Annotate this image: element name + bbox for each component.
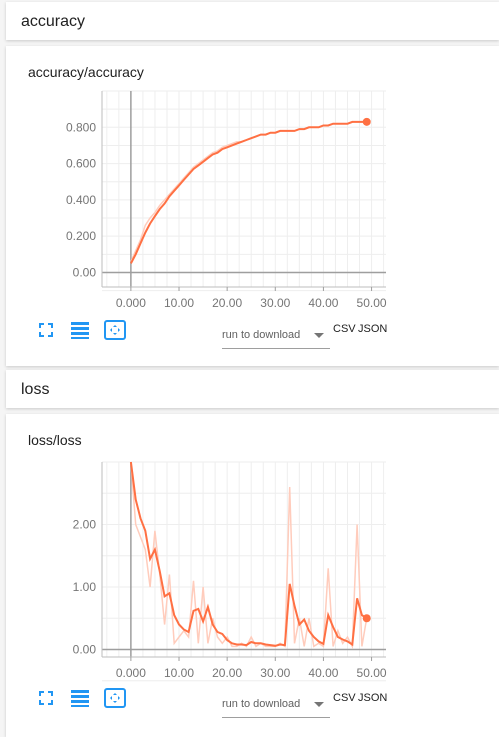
grid [102, 90, 386, 292]
run-to-download-select[interactable]: run to download [222, 326, 330, 349]
section-title: accuracy [21, 13, 86, 30]
y-tick-label: 1.00 [73, 580, 97, 594]
raw-series-line [130, 461, 368, 650]
y-tick-label: 2.00 [73, 518, 97, 532]
chart-card-accuracy: accuracy/accuracy 0.000 10.00 20.00 30.00 40… [6, 46, 499, 366]
grid [102, 461, 386, 682]
last-point-marker [362, 614, 371, 623]
x-tick-label: 0.000 [116, 666, 146, 680]
y-tick-label: 0.600 [66, 157, 96, 171]
fullscreen-icon[interactable] [34, 686, 58, 710]
chevron-down-icon [314, 702, 324, 707]
smoothed-series-line [130, 120, 367, 264]
x-tick-label: 40.00 [308, 666, 338, 680]
section-header-loss[interactable]: loss [6, 370, 499, 408]
fit-domain-icon[interactable] [103, 686, 127, 710]
y-tick-label: 0.400 [66, 193, 96, 207]
fit-domain-icon[interactable] [103, 318, 127, 342]
x-tick-label: 30.00 [260, 666, 290, 680]
x-tick-label: 50.00 [357, 666, 387, 680]
loss-chart[interactable]: 0.000 10.00 20.00 30.00 40.00 50.00 0.00 1.00 2.… [6, 414, 499, 737]
run-to-download-select[interactable]: run to download [222, 695, 330, 718]
csv-download-link[interactable]: CSV [333, 692, 356, 704]
toggle-y-log-icon[interactable] [68, 318, 92, 342]
y-tick-label: 0.00 [73, 265, 97, 279]
fullscreen-icon[interactable] [34, 318, 58, 342]
last-point-marker [362, 117, 371, 126]
chart-card-loss: loss/loss 0.000 10.00 20.00 30.00 40.00 50.00… [6, 414, 499, 737]
y-tick-label: 0.00 [73, 643, 97, 657]
raw-series-line [130, 121, 367, 262]
csv-download-link[interactable]: CSV [333, 323, 356, 335]
section-title: loss [21, 381, 50, 398]
x-tick-label: 20.00 [212, 296, 242, 310]
card-title: loss/loss [28, 432, 82, 448]
x-tick-label: 0.000 [116, 296, 146, 310]
smoothed-series-line [129, 461, 368, 647]
x-tick-label: 10.00 [164, 666, 194, 680]
chevron-down-icon [314, 333, 324, 338]
y-tick-label: 0.200 [66, 229, 96, 243]
x-tick-label: 20.00 [212, 666, 242, 680]
json-download-link[interactable]: JSON [358, 323, 388, 335]
accuracy-chart[interactable]: 0.000 10.00 20.00 30.00 40.00 50.00 0.00 0.200 0… [6, 46, 499, 366]
json-download-link[interactable]: JSON [358, 692, 388, 704]
x-tick-label: 50.00 [357, 296, 387, 310]
y-tick-label: 0.800 [66, 120, 96, 134]
x-tick-label: 30.00 [260, 296, 290, 310]
section-header-accuracy[interactable]: accuracy [6, 2, 499, 40]
run-select-label: run to download [222, 698, 301, 710]
x-tick-label: 40.00 [308, 296, 338, 310]
x-tick-label: 10.00 [164, 296, 194, 310]
run-select-label: run to download [222, 329, 301, 341]
card-title: accuracy/accuracy [28, 64, 144, 80]
toggle-y-log-icon[interactable] [68, 686, 92, 710]
